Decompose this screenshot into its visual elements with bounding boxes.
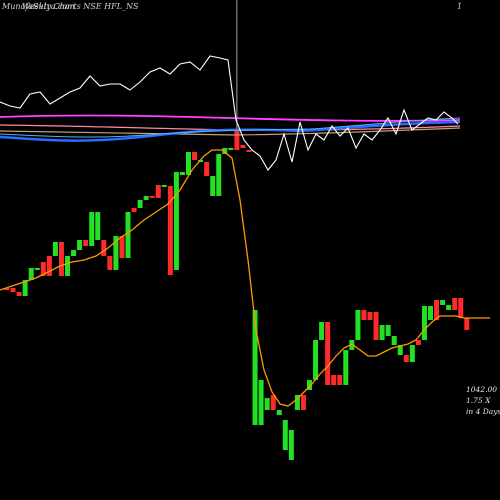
candle-down: [16, 292, 22, 296]
change-label: 1.75 X: [466, 396, 491, 405]
candle-up: [34, 268, 40, 270]
candle-up: [282, 420, 288, 450]
candle-up: [198, 160, 204, 162]
candles-layer: [4, 130, 470, 460]
candle-down: [149, 196, 155, 198]
candle-up: [409, 345, 415, 362]
candle-up: [77, 240, 83, 250]
volume-line: [0, 55, 459, 171]
candle-up: [355, 310, 361, 340]
candle-up: [440, 300, 446, 305]
candle-up: [428, 306, 433, 320]
candle-up: [210, 176, 216, 196]
candle-down: [464, 318, 470, 330]
candle-down: [131, 208, 137, 212]
candle-up: [222, 148, 228, 154]
candle-down: [300, 395, 306, 410]
candle-down: [83, 240, 89, 246]
candle-up: [52, 242, 58, 256]
candle-down: [58, 242, 64, 276]
price-label: 1042.00: [466, 385, 497, 394]
candle-up: [421, 306, 427, 340]
ma-blue-line: [0, 120, 461, 142]
candle-down: [337, 375, 343, 385]
candle-up: [264, 398, 270, 410]
candle-down: [325, 322, 331, 385]
candle-up: [28, 268, 34, 280]
candle-down: [204, 162, 210, 176]
candle-down: [373, 312, 379, 340]
candle-up: [397, 345, 403, 355]
candle-up: [71, 250, 77, 256]
candle-down: [458, 298, 464, 318]
header-title: Weekly Charts NSE HFL_NS: [22, 2, 139, 11]
candle-down: [155, 185, 161, 198]
candle-up: [125, 212, 131, 258]
candle-down: [107, 256, 113, 270]
candle-up: [179, 172, 185, 175]
candle-down: [240, 145, 246, 148]
days-label: in 4 Days: [466, 407, 500, 416]
candle-down: [4, 288, 10, 290]
candle-down: [434, 300, 440, 320]
header-right: 1: [457, 2, 462, 11]
candle-down: [331, 375, 337, 385]
ma-magenta-line: [0, 114, 461, 122]
ma-orange-line: [0, 149, 490, 407]
candle-up: [173, 172, 179, 270]
candle-down: [46, 256, 52, 276]
header-left: MunafaSutra.com: [1, 2, 75, 11]
candle-up: [95, 212, 101, 240]
candle-down: [10, 288, 16, 292]
candle-down: [246, 150, 252, 152]
candle-up: [379, 325, 385, 340]
candle-up: [288, 430, 294, 460]
candle-down: [101, 240, 107, 256]
candle-up: [228, 148, 234, 150]
candle-up: [391, 336, 397, 345]
candle-up: [258, 380, 264, 425]
candle-down: [452, 298, 458, 310]
candle-up: [65, 256, 70, 276]
candle-up: [385, 325, 391, 336]
candle-up: [161, 185, 167, 187]
candle-up: [276, 410, 282, 415]
candle-up: [313, 340, 319, 380]
candle-up: [446, 305, 452, 310]
candle-up: [319, 322, 325, 340]
candle-up: [186, 152, 191, 175]
candle-up: [252, 310, 258, 425]
candle-down: [119, 236, 125, 258]
candle-up: [22, 280, 28, 296]
candle-down: [403, 355, 409, 362]
candle-up: [343, 350, 349, 385]
candle-down: [234, 130, 240, 150]
candle-up: [216, 154, 222, 196]
candle-up: [89, 212, 95, 246]
candle-down: [415, 340, 421, 345]
candle-down: [192, 152, 198, 160]
candle-down: [361, 310, 367, 320]
candle-up: [349, 340, 355, 350]
candle-up: [307, 380, 312, 390]
candle-down: [270, 395, 276, 410]
candle-down: [367, 312, 373, 320]
candle-up: [137, 200, 143, 208]
candle-down: [40, 262, 46, 276]
candle-up: [113, 236, 119, 270]
candle-up: [143, 196, 149, 200]
candle-down: [167, 186, 173, 275]
ma-tan-line: [0, 127, 461, 136]
candle-up: [294, 395, 300, 410]
